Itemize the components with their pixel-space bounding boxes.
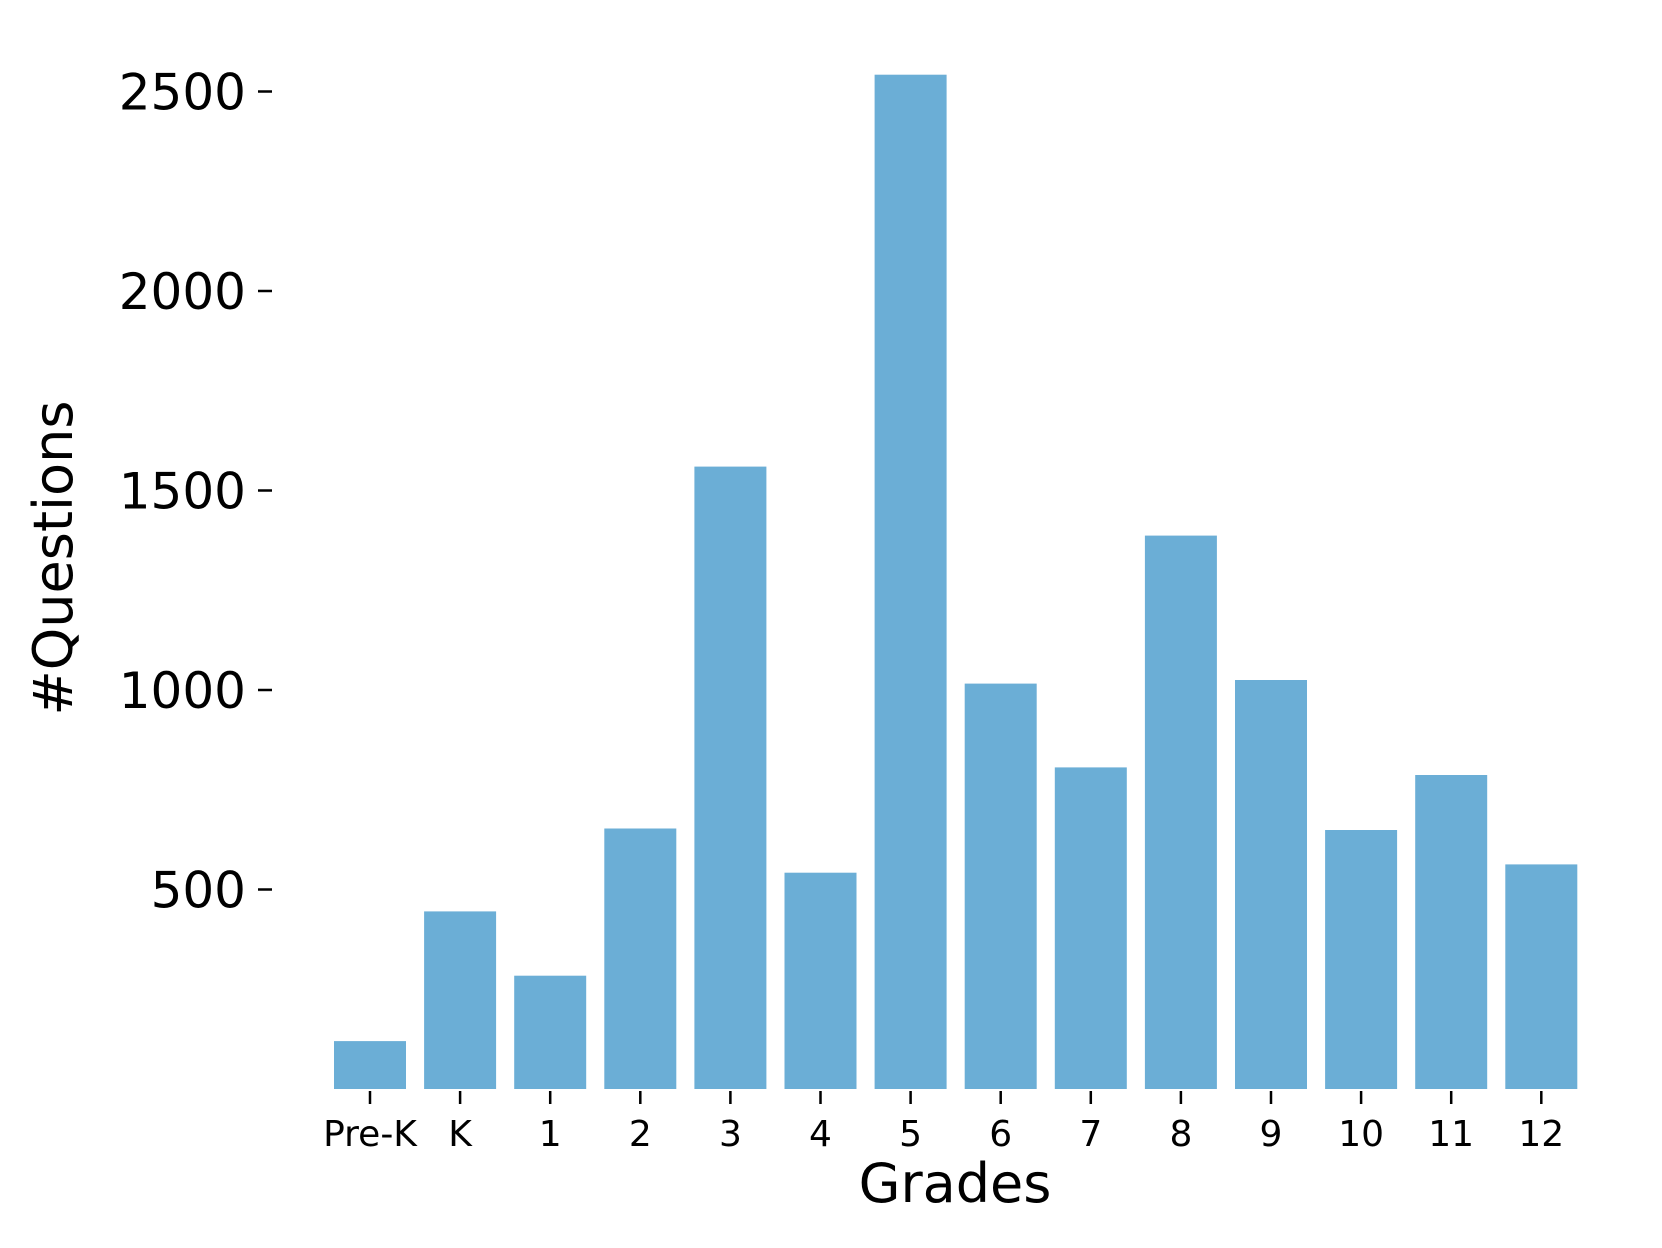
x-axis-ticks: Pre-K K 1 2 3 4 5 6 7 8 9 10 11 12 (323, 1091, 1564, 1155)
bar-5 (874, 74, 947, 1089)
y-tick-label: 500 (151, 862, 246, 920)
y-tick-label: 1500 (119, 463, 246, 521)
x-axis-title: Grades (859, 1152, 1052, 1215)
x-tick-label: 6 (989, 1114, 1012, 1155)
bar-12 (1505, 864, 1578, 1089)
bar-pre-k (334, 1041, 406, 1089)
bar-11 (1415, 775, 1488, 1089)
x-tick-label: 8 (1169, 1114, 1192, 1155)
x-tick-label: 4 (809, 1114, 832, 1155)
bar-1 (514, 975, 587, 1089)
y-axis-title: #Questions (22, 401, 85, 716)
x-tick-label: Pre-K (323, 1114, 418, 1155)
x-tick-label: 1 (539, 1114, 562, 1155)
y-tick-label: 2500 (119, 64, 246, 122)
bar-10 (1325, 830, 1398, 1089)
bar-3 (694, 466, 767, 1090)
x-tick-label: 9 (1260, 1114, 1283, 1155)
x-tick-label: 10 (1338, 1114, 1384, 1155)
x-tick-label: 12 (1518, 1114, 1564, 1155)
x-tick-label: K (448, 1114, 473, 1155)
bar-7 (1054, 767, 1127, 1089)
bar-2 (604, 828, 677, 1089)
bar-4 (784, 872, 857, 1089)
x-tick-label: 7 (1079, 1114, 1102, 1155)
y-tick-label: 2000 (119, 263, 246, 321)
x-tick-label: 3 (719, 1114, 742, 1155)
y-axis-ticks: 500 1000 1500 2000 2500 (119, 64, 272, 920)
bar-9 (1235, 680, 1307, 1089)
y-tick-label: 1000 (119, 662, 246, 720)
x-tick-label: 5 (899, 1114, 922, 1155)
bar-8 (1144, 535, 1217, 1089)
x-tick-label: 2 (629, 1114, 652, 1155)
bars-group (334, 74, 1578, 1090)
x-tick-label: 11 (1428, 1114, 1474, 1155)
bar-6 (964, 683, 1037, 1089)
bar-k (424, 911, 497, 1089)
